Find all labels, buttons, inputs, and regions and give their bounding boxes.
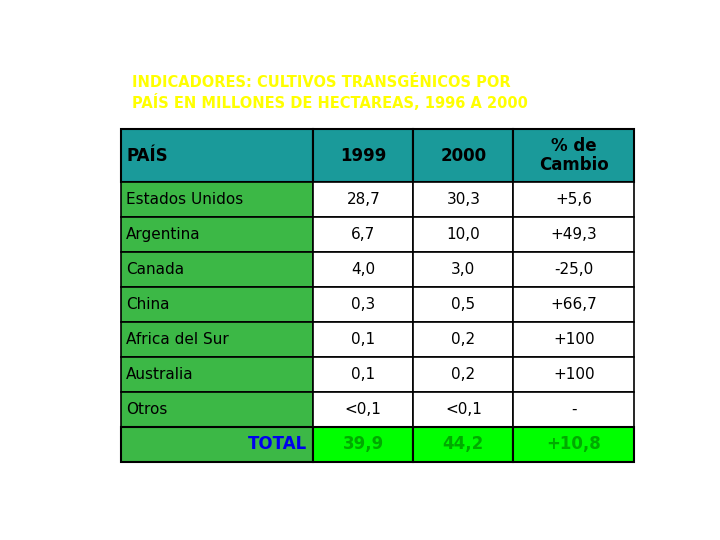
Text: 30,3: 30,3 bbox=[446, 192, 480, 207]
Bar bbox=[413, 392, 513, 427]
Text: 44,2: 44,2 bbox=[443, 435, 484, 454]
Text: 0,2: 0,2 bbox=[451, 332, 475, 347]
Text: <0,1: <0,1 bbox=[445, 402, 482, 417]
Text: % de
Cambio: % de Cambio bbox=[539, 137, 608, 174]
Bar bbox=[313, 427, 413, 462]
Bar bbox=[313, 392, 413, 427]
Text: +100: +100 bbox=[553, 367, 595, 382]
Bar bbox=[121, 392, 313, 427]
Text: +5,6: +5,6 bbox=[555, 192, 593, 207]
Text: -: - bbox=[571, 402, 577, 417]
Bar bbox=[513, 217, 634, 252]
Text: Australia: Australia bbox=[126, 367, 194, 382]
Bar bbox=[413, 357, 513, 392]
Text: 10,0: 10,0 bbox=[446, 227, 480, 242]
Bar bbox=[313, 322, 413, 357]
Bar bbox=[121, 182, 313, 217]
Text: 28,7: 28,7 bbox=[346, 192, 380, 207]
Text: Canada: Canada bbox=[126, 262, 184, 277]
Bar bbox=[121, 217, 313, 252]
Bar bbox=[413, 252, 513, 287]
Text: TOTAL: TOTAL bbox=[248, 435, 307, 454]
Text: 0,1: 0,1 bbox=[351, 332, 375, 347]
Bar bbox=[513, 182, 634, 217]
Text: 6,7: 6,7 bbox=[351, 227, 375, 242]
Text: 0,1: 0,1 bbox=[351, 367, 375, 382]
Bar bbox=[413, 427, 513, 462]
Text: PAÍS: PAÍS bbox=[126, 146, 168, 165]
Text: 4,0: 4,0 bbox=[351, 262, 375, 277]
Text: Otros: Otros bbox=[126, 402, 168, 417]
Bar bbox=[313, 287, 413, 322]
Text: 0,2: 0,2 bbox=[451, 367, 475, 382]
Bar bbox=[513, 427, 634, 462]
Text: 2000: 2000 bbox=[441, 146, 487, 165]
Text: +10,8: +10,8 bbox=[546, 435, 601, 454]
Text: 0,3: 0,3 bbox=[351, 297, 375, 312]
Text: <0,1: <0,1 bbox=[345, 402, 382, 417]
Bar bbox=[413, 182, 513, 217]
Text: Argentina: Argentina bbox=[126, 227, 201, 242]
Text: China: China bbox=[126, 297, 170, 312]
Bar bbox=[121, 252, 313, 287]
Bar bbox=[313, 252, 413, 287]
Bar bbox=[513, 357, 634, 392]
Text: Estados Unidos: Estados Unidos bbox=[126, 192, 243, 207]
Text: +66,7: +66,7 bbox=[550, 297, 597, 312]
Bar bbox=[413, 322, 513, 357]
Bar bbox=[313, 217, 413, 252]
Bar bbox=[313, 182, 413, 217]
Text: -25,0: -25,0 bbox=[554, 262, 593, 277]
Text: 0,5: 0,5 bbox=[451, 297, 475, 312]
Bar bbox=[121, 322, 313, 357]
Bar bbox=[121, 357, 313, 392]
Text: +100: +100 bbox=[553, 332, 595, 347]
Bar bbox=[121, 427, 313, 462]
Bar bbox=[513, 392, 634, 427]
Bar bbox=[121, 129, 313, 182]
Bar bbox=[313, 129, 413, 182]
Text: +49,3: +49,3 bbox=[550, 227, 597, 242]
Bar bbox=[513, 322, 634, 357]
Text: 1999: 1999 bbox=[340, 146, 387, 165]
Bar bbox=[513, 287, 634, 322]
Text: 3,0: 3,0 bbox=[451, 262, 475, 277]
Text: INDICADORES: CULTIVOS TRANSGÉNICOS POR
PAÍS EN MILLONES DE HECTAREAS, 1996 A 200: INDICADORES: CULTIVOS TRANSGÉNICOS POR P… bbox=[132, 75, 528, 111]
Bar bbox=[513, 252, 634, 287]
Bar bbox=[413, 129, 513, 182]
Bar bbox=[313, 357, 413, 392]
Bar bbox=[413, 287, 513, 322]
Bar bbox=[513, 129, 634, 182]
Text: Africa del Sur: Africa del Sur bbox=[126, 332, 229, 347]
Bar bbox=[413, 217, 513, 252]
Bar bbox=[121, 287, 313, 322]
Text: 39,9: 39,9 bbox=[343, 435, 384, 454]
